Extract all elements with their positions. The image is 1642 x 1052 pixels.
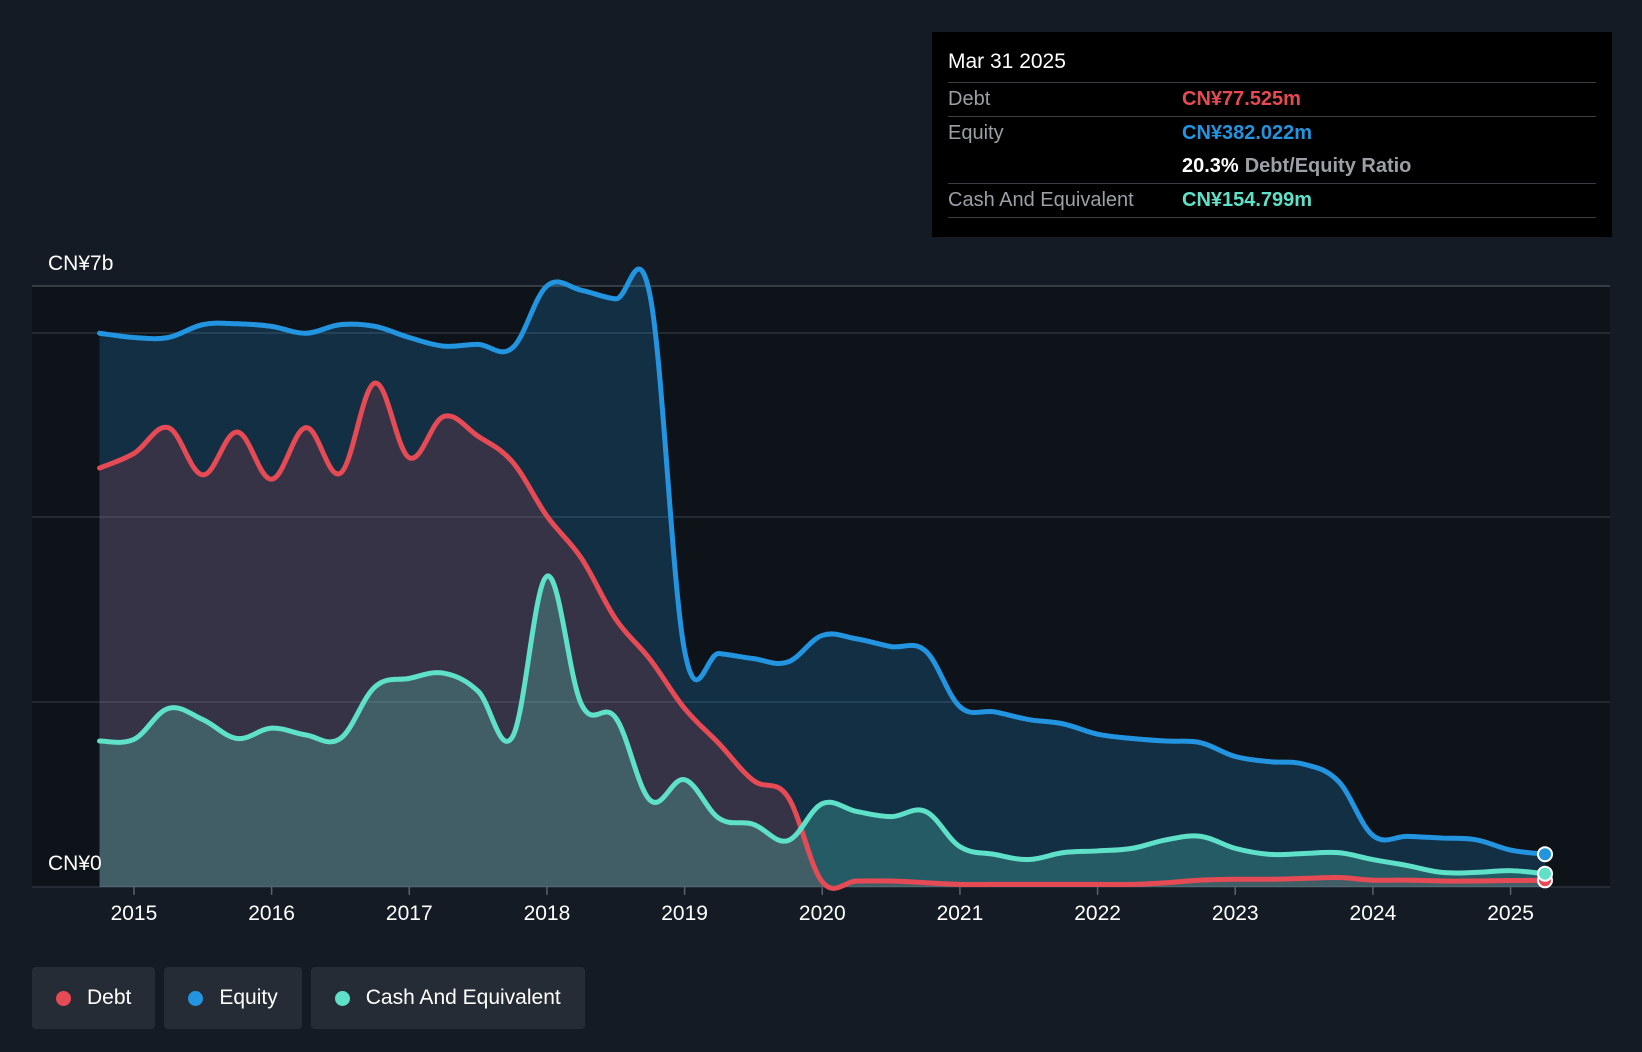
equity-line [97,266,1548,857]
x-tick-label: 2022 [1074,902,1121,925]
equity-end-marker[interactable] [1537,846,1553,863]
x-tick-label: 2021 [937,902,984,925]
series-lines [97,266,1548,891]
debt-area [99,382,1545,889]
legend: Debt Equity Cash And Equivalent [32,967,594,1029]
tooltip-date: Mar 31 2025 [948,46,1596,83]
tooltip-ratio-label: Debt/Equity Ratio [1244,155,1412,177]
plot-background [32,286,1610,887]
legend-label-debt: Debt [87,986,132,1009]
x-tick-label: 2016 [248,902,295,925]
debt-line [97,380,1548,891]
cash-and-equivalent-end-marker[interactable] [1537,865,1553,882]
tooltip: Mar 31 2025 Debt CN¥77.525m Equity CN¥38… [932,32,1612,237]
legend-label-cash: Cash And Equivalent [365,986,561,1009]
tooltip-cash-label: Cash And Equivalent [948,189,1134,211]
y-axis-top-label: CN¥7b [48,252,113,275]
y-axis-bottom-label: CN¥0 [48,852,102,875]
x-tick-label: 2018 [524,902,571,925]
legend-item-equity[interactable]: Equity [164,967,302,1029]
x-tick-label: 2020 [799,902,846,925]
tooltip-ratio-value: 20.3% [1182,155,1239,177]
tooltip-equity-row: Equity CN¥382.022m [948,117,1596,150]
x-tick-label: 2019 [661,902,708,925]
tooltip-equity-label: Equity [948,122,1004,144]
series-end-markers [1537,846,1553,889]
tooltip-ratio-row: 20.3% Debt/Equity Ratio [948,150,1596,184]
x-tick-label: 2024 [1350,902,1397,925]
x-axis-ticks: 2015 2016 2017 2018 2019 2020 2021 2022 2023 2024… [111,887,1534,925]
tooltip-cash-row: Cash And Equivalent CN¥154.799m [948,184,1596,218]
x-tick-label: 2015 [111,902,158,925]
tooltip-cash-value: CN¥154.799m [1182,189,1313,211]
legend-label-equity: Equity [219,986,278,1009]
cash-and-equivalent-line [97,573,1548,877]
cash-dot-icon [334,990,350,1006]
equity-dot-icon [188,990,204,1006]
legend-item-cash[interactable]: Cash And Equivalent [310,967,585,1029]
x-tick-label: 2025 [1487,902,1534,925]
tooltip-equity-value: CN¥382.022m [1182,122,1313,144]
x-tick-label: 2023 [1212,902,1259,925]
debt-dot-icon [56,990,71,1006]
tooltip-debt-value: CN¥77.525m [1182,88,1301,110]
x-tick-label: 2017 [386,902,433,925]
tooltip-debt-row: Debt CN¥77.525m [948,83,1596,117]
cash-and-equivalent-area [99,575,1545,887]
tooltip-debt-label: Debt [948,88,991,110]
legend-item-debt[interactable]: Debt [32,967,156,1029]
